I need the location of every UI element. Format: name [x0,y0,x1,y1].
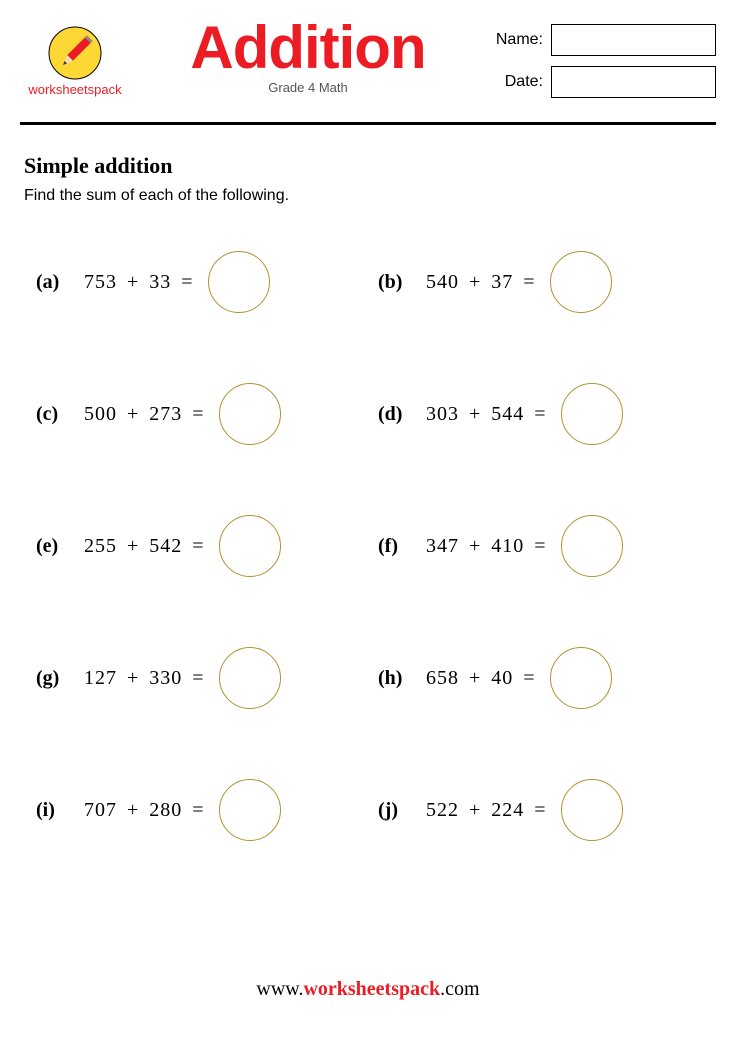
problem-item: (b)540+37= [378,251,700,313]
problem-label: (e) [36,535,74,558]
answer-circle[interactable] [219,647,281,709]
answer-circle[interactable] [561,383,623,445]
problem-item: (c)500+273= [36,383,358,445]
date-row: Date: [486,66,716,98]
problem-item: (j)522+224= [378,779,700,841]
problem-item: (a)753+33= [36,251,358,313]
problem-expression: 658+40= [416,667,546,690]
problem-expression: 522+224= [416,799,557,822]
problem-item: (f)347+410= [378,515,700,577]
problem-expression: 127+330= [74,667,215,690]
problem-item: (g)127+330= [36,647,358,709]
problem-expression: 347+410= [416,535,557,558]
answer-circle[interactable] [219,515,281,577]
problem-expression: 500+273= [74,403,215,426]
problem-item: (i)707+280= [36,779,358,841]
name-row: Name: [486,24,716,56]
answer-circle[interactable] [208,251,270,313]
header: worksheetspack Addition Grade 4 Math Nam… [20,18,716,108]
problem-label: (b) [378,271,416,294]
pencil-logo-icon [48,26,102,80]
problem-label: (a) [36,271,74,294]
problem-label: (d) [378,403,416,426]
date-input-box[interactable] [551,66,716,98]
section-title: Simple addition [24,153,716,179]
problems-grid: (a)753+33= (b)540+37= (c)500+273= (d)303+54… [20,251,716,841]
date-label: Date: [505,73,543,91]
problem-expression: 540+37= [416,271,546,294]
section-instructions: Find the sum of each of the following. [24,187,716,205]
footer-brand: worksheetspack [303,978,440,1000]
answer-circle[interactable] [561,515,623,577]
student-fields: Name: Date: [486,18,716,108]
logo-block: worksheetspack [20,18,130,97]
problem-label: (g) [36,667,74,690]
problem-expression: 303+544= [416,403,557,426]
header-divider [20,122,716,125]
answer-circle[interactable] [550,647,612,709]
page-subtitle: Grade 4 Math [140,80,476,95]
problem-label: (i) [36,799,74,822]
name-input-box[interactable] [551,24,716,56]
page-title: Addition [140,18,476,78]
worksheet-page: worksheetspack Addition Grade 4 Math Nam… [0,0,736,1041]
problem-label: (j) [378,799,416,822]
problem-expression: 753+33= [74,271,204,294]
footer-suffix: .com [440,978,479,1000]
title-block: Addition Grade 4 Math [140,18,476,95]
problem-expression: 707+280= [74,799,215,822]
problem-label: (f) [378,535,416,558]
problem-item: (d)303+544= [378,383,700,445]
footer-prefix: www. [256,978,303,1000]
answer-circle[interactable] [561,779,623,841]
logo-text: worksheetspack [28,82,121,97]
name-label: Name: [496,31,543,49]
problem-item: (e)255+542= [36,515,358,577]
answer-circle[interactable] [550,251,612,313]
problem-label: (h) [378,667,416,690]
problem-item: (h)658+40= [378,647,700,709]
problem-expression: 255+542= [74,535,215,558]
answer-circle[interactable] [219,779,281,841]
footer-url: www.worksheetspack.com [0,978,736,1001]
answer-circle[interactable] [219,383,281,445]
problem-label: (c) [36,403,74,426]
